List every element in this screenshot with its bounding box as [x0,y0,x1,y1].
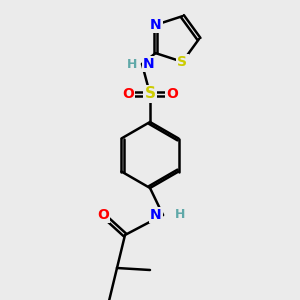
Text: S: S [145,86,155,101]
Text: N: N [143,57,155,71]
Text: H: H [127,58,137,70]
Text: O: O [97,208,109,222]
Text: O: O [166,87,178,101]
Text: N: N [150,208,162,222]
Text: N: N [150,18,161,32]
Text: H: H [175,208,185,221]
Text: O: O [122,87,134,101]
Text: S: S [177,55,188,69]
